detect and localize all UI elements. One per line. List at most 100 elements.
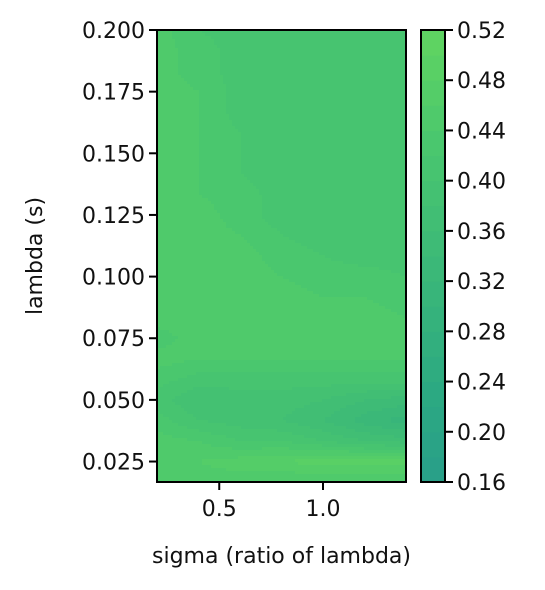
contour-cell <box>277 141 281 145</box>
contour-cell <box>268 147 272 151</box>
contour-cell <box>262 45 266 49</box>
contour-cell <box>262 108 266 112</box>
contour-cell <box>178 114 182 118</box>
contour-cell <box>328 135 332 139</box>
contour-cell <box>322 93 326 97</box>
contour-cell <box>316 81 320 85</box>
contour-cell <box>250 39 254 43</box>
contour-cell <box>202 108 206 112</box>
contour-cell <box>169 111 173 115</box>
contour-cell <box>325 147 329 151</box>
contour-cell <box>229 126 233 130</box>
contour-cell <box>310 81 314 85</box>
contour-cell <box>193 63 197 67</box>
contour-cell <box>328 96 332 100</box>
contour-cell <box>283 138 287 142</box>
contour-cell <box>265 90 269 94</box>
contour-cell <box>187 105 191 109</box>
contour-cell <box>274 117 278 121</box>
contour-cell <box>313 42 317 46</box>
contour-cell <box>190 78 194 82</box>
contour-cell <box>178 123 182 127</box>
contour-cell <box>355 135 359 139</box>
contour-cell <box>247 150 251 154</box>
contour-cell <box>244 138 248 142</box>
contour-cell <box>247 96 251 100</box>
contour-cell <box>289 48 293 52</box>
contour-cell <box>313 108 317 112</box>
contour-cell <box>211 30 215 34</box>
contour-cell <box>352 84 356 88</box>
contour-cell <box>232 147 236 151</box>
contour-cell <box>322 54 326 58</box>
contour-cell <box>382 60 386 64</box>
contour-cell <box>337 135 341 139</box>
contour-cell <box>337 138 341 142</box>
contour-cell <box>265 78 269 82</box>
contour-cell <box>241 69 245 73</box>
contour-cell <box>202 150 206 154</box>
contour-cell <box>259 60 263 64</box>
contour-cell <box>196 153 200 157</box>
contour-cell <box>331 75 335 79</box>
contour-cell <box>340 87 344 91</box>
contour-cell <box>280 150 284 154</box>
contour-cell <box>247 120 251 124</box>
contour-cell <box>298 69 302 73</box>
contour-cell <box>166 117 170 121</box>
contour-cell <box>331 123 335 127</box>
contour-cell <box>205 126 209 130</box>
contour-cell <box>250 33 254 37</box>
contour-cell <box>211 144 215 148</box>
contour-cell <box>208 126 212 130</box>
contour-cell <box>244 150 248 154</box>
contour-cell <box>175 99 179 103</box>
contour-cell <box>355 78 359 82</box>
contour-cell <box>379 36 383 40</box>
contour-cell <box>268 123 272 127</box>
contour-cell <box>199 120 203 124</box>
contour-cell <box>205 57 209 61</box>
contour-cell <box>169 81 173 85</box>
contour-cell <box>253 63 257 67</box>
contour-fill-layer <box>157 30 406 482</box>
contour-cell <box>157 51 161 55</box>
contour-cell <box>364 66 368 70</box>
contour-cell <box>190 123 194 127</box>
contour-cell <box>367 33 371 37</box>
contour-cell <box>304 75 308 79</box>
contour-cell <box>238 117 242 121</box>
contour-cell <box>352 33 356 37</box>
contour-cell <box>379 48 383 52</box>
contour-cell <box>370 60 374 64</box>
contour-cell <box>226 69 230 73</box>
contour-cell <box>298 150 302 154</box>
contour-cell <box>379 30 383 34</box>
contour-cell <box>361 150 365 154</box>
contour-cell <box>346 48 350 52</box>
contour-cell <box>283 120 287 124</box>
contour-cell <box>283 39 287 43</box>
contour-cell <box>235 51 239 55</box>
contour-cell <box>343 90 347 94</box>
contour-cell <box>256 93 260 97</box>
contour-cell <box>316 141 320 145</box>
contour-cell <box>325 96 329 100</box>
contour-cell <box>160 45 164 49</box>
contour-cell <box>298 102 302 106</box>
contour-cell <box>247 30 251 34</box>
contour-cell <box>265 60 269 64</box>
contour-cell <box>229 60 233 64</box>
contour-cell <box>163 36 167 40</box>
contour-cell <box>277 93 281 97</box>
contour-cell <box>199 30 203 34</box>
contour-cell <box>169 150 173 154</box>
contour-cell <box>241 102 245 106</box>
contour-cell <box>196 150 200 154</box>
contour-cell <box>367 129 371 133</box>
contour-cell <box>169 33 173 37</box>
contour-cell <box>397 45 401 49</box>
contour-cell <box>160 75 164 79</box>
contour-cell <box>256 138 260 142</box>
contour-cell <box>292 78 296 82</box>
